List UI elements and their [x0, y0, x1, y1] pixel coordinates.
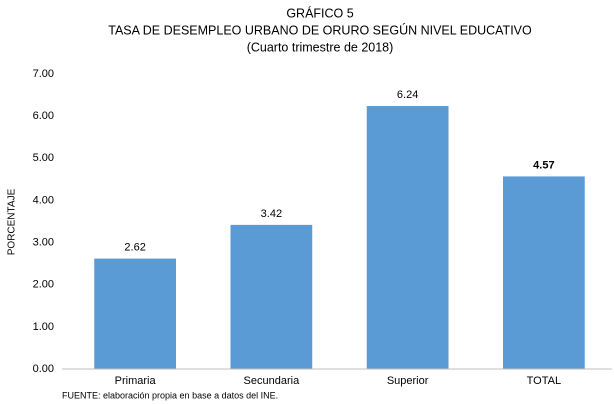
bar [230, 224, 313, 369]
x-tick-label: Primaria [115, 375, 157, 387]
y-tick-label: 1.00 [33, 321, 54, 333]
chart-title: GRÁFICO 5 [286, 5, 353, 20]
y-tick-label: 2.00 [33, 279, 54, 291]
y-tick-label: 7.00 [33, 68, 54, 80]
y-tick-label: 3.00 [33, 236, 54, 248]
data-label: 4.57 [533, 159, 554, 171]
y-tick-label: 0.00 [33, 363, 54, 375]
x-tick-label: Superior [387, 375, 429, 387]
y-tick-label: 6.00 [33, 110, 54, 122]
source-note: FUENTE: elaboración propia en base a dat… [62, 390, 278, 400]
x-tick-label: Secundaria [244, 375, 301, 387]
data-label: 2.62 [124, 241, 145, 253]
data-label: 3.42 [261, 208, 282, 220]
chart-subtitle: (Cuarto trimestre de 2018) [247, 40, 394, 54]
y-tick-label: 4.00 [33, 194, 54, 206]
chart-subtitle: TASA DE DESEMPLEO URBANO DE ORURO SEGÚN … [108, 22, 532, 37]
y-tick-label: 5.00 [33, 152, 54, 164]
bar [366, 106, 449, 370]
data-label: 6.24 [397, 89, 418, 101]
y-axis-label: PORCENTAJE [7, 188, 18, 255]
bar [503, 176, 585, 369]
x-tick-label: TOTAL [527, 375, 561, 387]
bar [94, 258, 176, 369]
